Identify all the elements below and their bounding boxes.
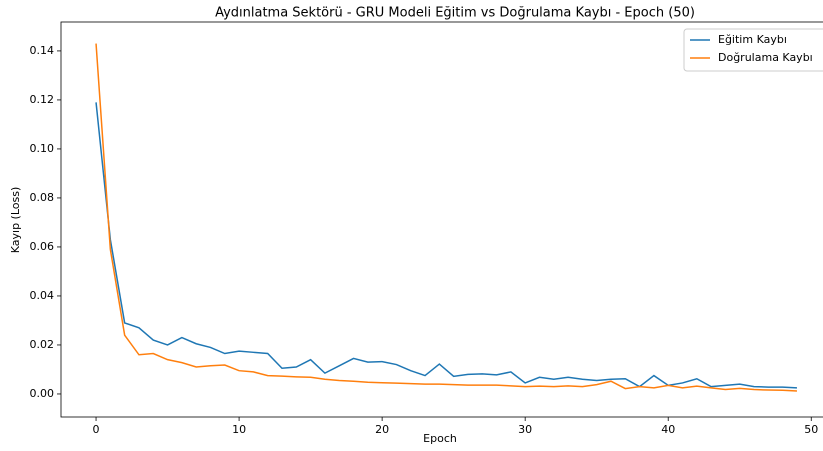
series-line: [95, 102, 797, 389]
y-tick-label: 0.14: [30, 44, 55, 57]
legend-box: [683, 28, 823, 72]
y-tick-label: 0.00: [30, 387, 55, 400]
x-tick-label: 30: [518, 423, 532, 436]
legend-label: Doğrulama Kaybı: [718, 51, 813, 64]
y-tick-label: 0.12: [30, 93, 55, 106]
x-tick-label: 0: [93, 423, 100, 436]
plot-frame: [60, 21, 823, 418]
x-tick-label: 50: [804, 423, 818, 436]
chart-title: Aydınlatma Sektörü - GRU Modeli Eğitim v…: [215, 6, 695, 21]
y-tick-label: 0.10: [30, 142, 55, 155]
x-axis-label: Epoch: [423, 432, 457, 445]
legend-label: Eğitim Kaybı: [718, 33, 787, 46]
y-axis-label: Kayıp (Loss): [9, 187, 22, 254]
y-tick-label: 0.04: [30, 289, 55, 302]
x-tick-label: 10: [232, 423, 246, 436]
x-tick-label: 20: [375, 423, 389, 436]
y-tick-label: 0.06: [30, 240, 55, 253]
x-tick-label: 40: [661, 423, 675, 436]
y-tick-label: 0.08: [30, 191, 55, 204]
series-line: [95, 43, 797, 392]
y-tick-label: 0.02: [30, 338, 55, 351]
